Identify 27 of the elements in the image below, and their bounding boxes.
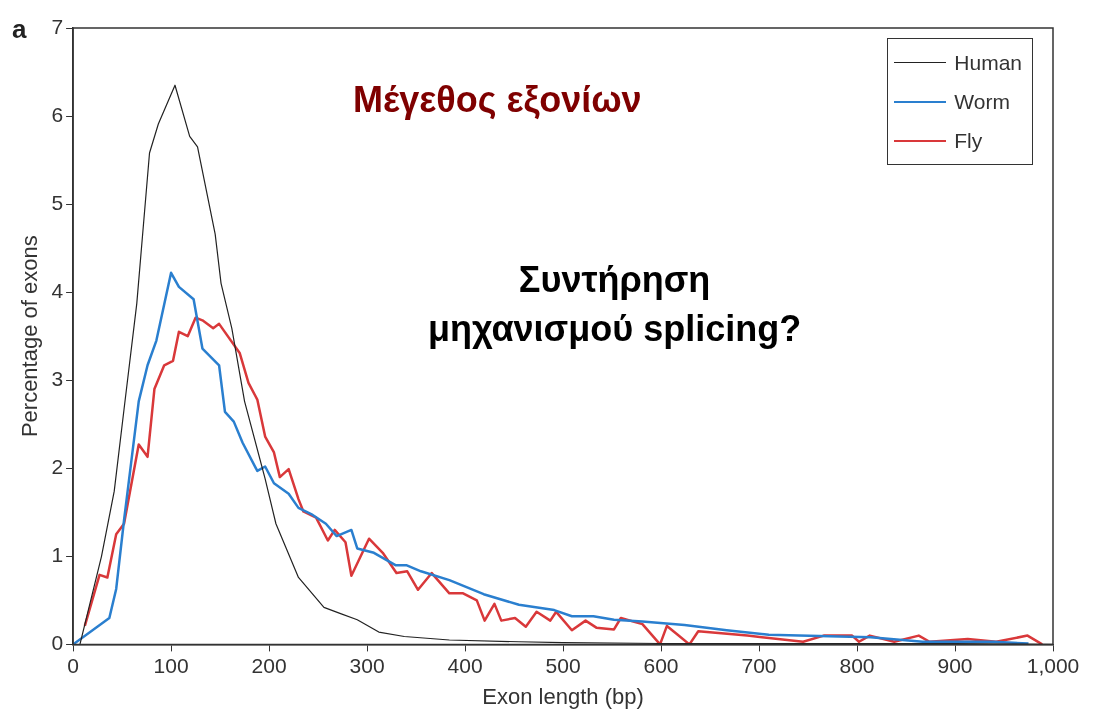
y-tick-label: 5 — [51, 190, 64, 214]
x-tick-label: 600 — [643, 653, 679, 677]
x-tick-label: 1,000 — [1026, 653, 1080, 677]
y-tick-label: 2 — [51, 455, 64, 479]
y-axis-title: Percentage of exons — [17, 235, 43, 438]
x-tick-label: 400 — [447, 653, 483, 677]
y-tick-label: 7 — [51, 14, 64, 38]
annotation: Συντήρηση μηχανισμού splicing? — [428, 258, 802, 351]
x-tick-label: 800 — [839, 653, 875, 677]
legend-label: Fly — [954, 128, 983, 153]
legend-label: Human — [954, 50, 1022, 75]
y-tick-label: 0 — [51, 631, 64, 655]
x-tick-label: 900 — [937, 653, 973, 677]
x-tick-label: 100 — [153, 653, 189, 677]
x-tick-label: 0 — [67, 653, 79, 677]
y-tick-label: 4 — [51, 278, 64, 302]
text: a — [12, 13, 27, 46]
x-tick-label: 200 — [251, 653, 287, 677]
legend-label: Worm — [954, 89, 1010, 114]
y-tick-label: 1 — [51, 543, 64, 567]
x-tick-label: 300 — [349, 653, 385, 677]
x-axis-title: Exon length (bp) — [482, 683, 644, 709]
y-tick-label: 6 — [51, 102, 64, 126]
y-tick-label: 3 — [51, 367, 64, 391]
annotation: Μέγεθος εξονίων — [353, 78, 642, 122]
x-tick-label: 500 — [545, 653, 581, 677]
x-tick-label: 700 — [741, 653, 777, 677]
